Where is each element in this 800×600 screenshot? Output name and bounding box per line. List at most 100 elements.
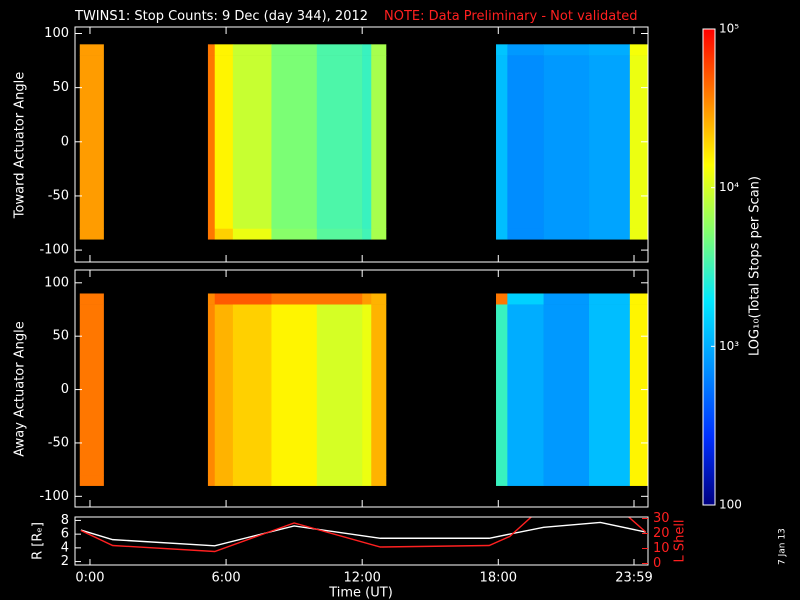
y-tick-label: 4 bbox=[61, 540, 69, 555]
heatmap-cell bbox=[629, 228, 649, 240]
heatmap-cell bbox=[371, 304, 387, 476]
heatmap-cell bbox=[507, 474, 544, 486]
heatmap-cell bbox=[362, 44, 372, 56]
heatmap-cell bbox=[214, 228, 234, 240]
colorbar-tick-label: 10³ bbox=[719, 339, 739, 353]
heatmap-cell bbox=[316, 55, 363, 229]
heatmap-cell bbox=[629, 304, 649, 476]
y2-tick-label: 20 bbox=[653, 526, 670, 541]
heatmap-cell bbox=[496, 228, 508, 240]
annotation: 7 Jan 13 bbox=[778, 528, 788, 565]
chart-title: TWINS1: Stop Counts: 9 Dec (day 344), 20… bbox=[74, 9, 638, 24]
heatmap-cell bbox=[543, 474, 590, 486]
x-tick-label: 0:00 bbox=[75, 571, 104, 586]
colorbar-tick-label: 100 bbox=[719, 498, 742, 512]
y-tick-label: 6 bbox=[61, 527, 69, 542]
y-tick-label: -100 bbox=[39, 243, 69, 258]
plot-frame bbox=[74, 269, 649, 508]
heatmap-cell bbox=[271, 55, 318, 229]
heatmap-cell bbox=[207, 228, 216, 240]
heatmap-cell bbox=[507, 293, 544, 305]
heatmap-cell bbox=[207, 304, 216, 476]
heatmap-cell bbox=[371, 293, 387, 305]
heatmap-cell bbox=[543, 55, 590, 229]
heatmap-cell bbox=[232, 304, 272, 476]
heatmap-cell bbox=[589, 55, 631, 229]
heatmap-cell bbox=[507, 55, 544, 229]
heatmap-cell bbox=[496, 293, 508, 305]
x-tick-label: 6:00 bbox=[211, 571, 240, 586]
heatmap-cell bbox=[214, 474, 234, 486]
heatmap-cell bbox=[207, 44, 216, 56]
heatmap-cell bbox=[543, 44, 590, 56]
heatmap-cell bbox=[207, 293, 216, 305]
y-tick-label: -100 bbox=[39, 489, 69, 504]
line-series bbox=[80, 517, 647, 553]
heatmap-cell bbox=[271, 293, 318, 305]
heatmap-cell bbox=[629, 474, 649, 486]
colorbar-tick-label: 10⁵ bbox=[719, 22, 739, 36]
heatmap-cell bbox=[316, 304, 363, 476]
y-tick-label: 0 bbox=[61, 134, 69, 149]
plot-frame bbox=[74, 26, 649, 263]
heatmap-cell bbox=[507, 44, 544, 56]
heatmap-cell bbox=[271, 228, 318, 240]
x-tick-label: 23:59 bbox=[615, 571, 652, 586]
y2-tick-label: 30 bbox=[653, 511, 670, 526]
heatmap-cell bbox=[271, 474, 318, 486]
heatmap-cell bbox=[589, 228, 631, 240]
heatmap-cell bbox=[232, 55, 272, 229]
heatmap-cell bbox=[271, 304, 318, 476]
y-tick-label: 2 bbox=[61, 554, 69, 569]
heatmap-cell bbox=[271, 44, 318, 56]
heatmap-cell bbox=[79, 293, 104, 305]
heatmap-cell bbox=[316, 228, 363, 240]
y2-tick-label: 10 bbox=[653, 541, 670, 556]
heatmap-cell bbox=[232, 44, 272, 56]
heatmap-cell bbox=[362, 55, 372, 229]
y-axis-label: R [Rₑ] bbox=[31, 522, 46, 560]
heatmap-cell bbox=[232, 293, 272, 305]
note: NOTE: Data Preliminary - Not validated bbox=[384, 9, 638, 24]
heatmap-cell bbox=[496, 304, 508, 476]
heatmap-cell bbox=[214, 44, 234, 56]
y2-tick-label: 0 bbox=[653, 556, 661, 571]
heatmap-cell bbox=[496, 44, 508, 56]
heatmap-cell bbox=[362, 474, 372, 486]
heatmap-cell bbox=[543, 304, 590, 476]
y-tick-label: 100 bbox=[44, 26, 69, 41]
heatmap-cell bbox=[214, 55, 234, 229]
heatmap-cell bbox=[316, 474, 363, 486]
heatmap-cell bbox=[507, 228, 544, 240]
heatmap-cell bbox=[629, 44, 649, 56]
x-axis-label: Time (UT) bbox=[328, 586, 393, 600]
plot-frame bbox=[74, 516, 649, 566]
heatmap-cell bbox=[589, 474, 631, 486]
y-tick-label: 8 bbox=[61, 513, 69, 528]
y-tick-label: 100 bbox=[44, 275, 69, 290]
heatmap-cell bbox=[79, 474, 104, 486]
title: TWINS1: Stop Counts: 9 Dec (day 344), 20… bbox=[74, 9, 368, 24]
heatmap-cell bbox=[496, 55, 508, 229]
heatmap-cell bbox=[371, 44, 387, 56]
heatmap-cell bbox=[362, 304, 372, 476]
heatmap-cell bbox=[214, 293, 234, 305]
heatmap-cell bbox=[371, 228, 387, 240]
heatmap-cell bbox=[543, 293, 590, 305]
line-series bbox=[80, 521, 646, 547]
y-tick-label: 0 bbox=[61, 382, 69, 397]
heatmap-cell bbox=[232, 474, 272, 486]
heatmap-cell bbox=[496, 474, 508, 486]
y-axis-label: Away Actuator Angle bbox=[13, 321, 28, 456]
y-tick-label: 50 bbox=[52, 80, 69, 95]
heatmap-cell bbox=[589, 304, 631, 476]
heatmap-cell bbox=[507, 304, 544, 476]
colorbar-label: LOG₁₀(Total Stops per Scan) bbox=[748, 176, 763, 356]
heatmap-cell bbox=[316, 293, 363, 305]
heatmap-cell bbox=[543, 228, 590, 240]
heatmap-cell bbox=[207, 474, 216, 486]
colorbar bbox=[702, 28, 716, 506]
heatmap-cell bbox=[207, 55, 216, 229]
